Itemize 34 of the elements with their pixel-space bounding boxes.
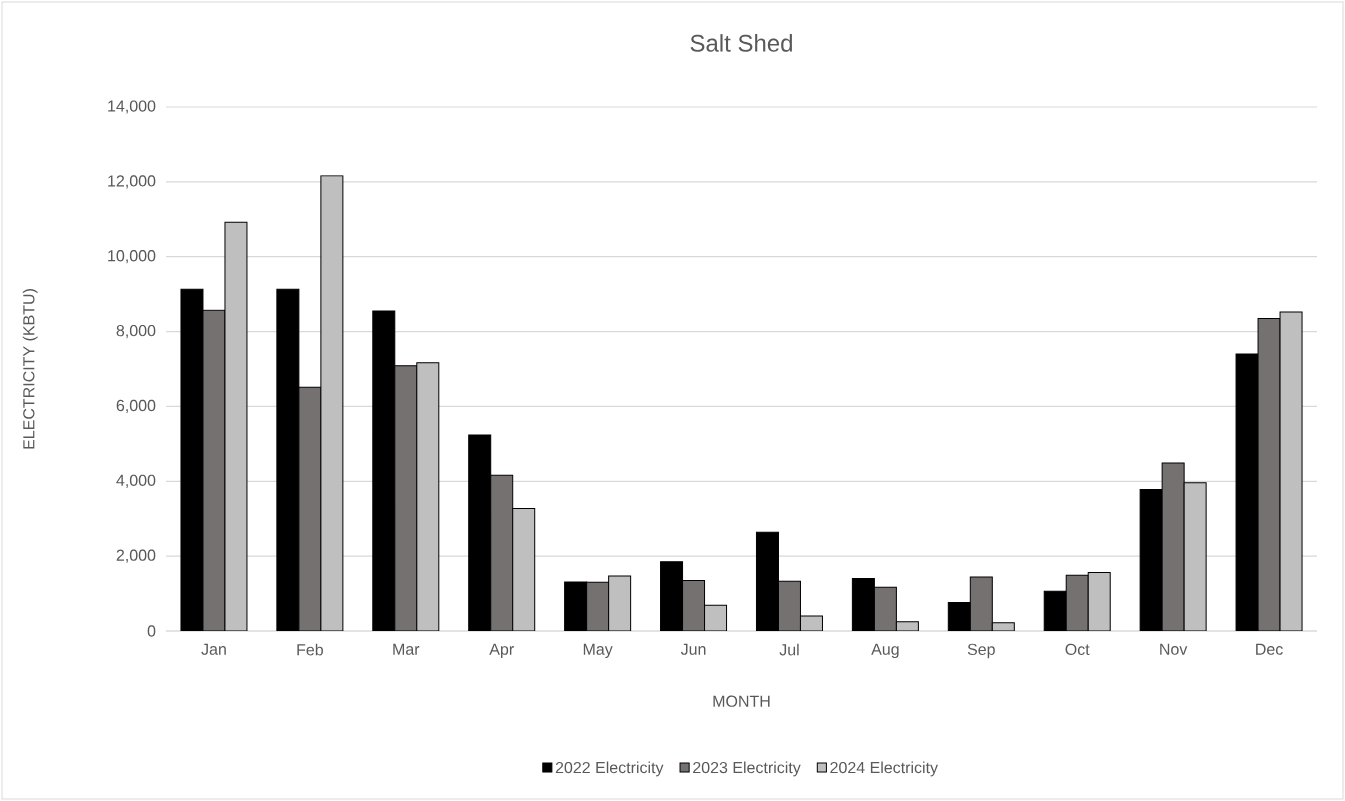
y-tick-label: 6,000 <box>116 399 156 414</box>
y-tick-label: 4,000 <box>116 474 156 488</box>
x-tick-label: Jun <box>680 643 706 655</box>
y-tick-label: 12,000 <box>108 175 156 189</box>
x-tick-label: May <box>583 643 613 659</box>
legend-label: 2023 Electricity <box>693 761 801 777</box>
y-tick-label: 2,000 <box>116 549 156 563</box>
x-tick-label: Nov <box>1160 643 1188 655</box>
x-tick-label: Jul <box>779 643 799 656</box>
x-axis-title: MONTH <box>713 695 770 707</box>
x-tick-label: Oct <box>1065 643 1090 656</box>
x-tick-label: Dec <box>1256 643 1283 655</box>
bar <box>224 221 248 631</box>
x-tick-label: Sep <box>967 643 995 659</box>
y-tick-label: 8,000 <box>116 324 156 339</box>
y-tick-label: 0 <box>147 625 156 637</box>
y-tick-label: 10,000 <box>108 250 156 264</box>
x-tick-label: Aug <box>871 643 899 659</box>
x-tick-label: Mar <box>393 643 420 655</box>
bar <box>1087 572 1111 631</box>
y-tick-label: 14,000 <box>108 100 156 114</box>
y-axis-title: ELECTRICITY (KBTU) <box>22 289 38 449</box>
bar <box>416 362 440 631</box>
bar <box>1183 482 1207 631</box>
legend-label: 2022 Electricity <box>555 761 664 777</box>
bar <box>1279 311 1303 631</box>
chart-title: Salt Shed <box>690 34 792 52</box>
bar <box>608 575 632 631</box>
x-tick-label: Jan <box>201 643 226 655</box>
legend-label: 2024 Electricity <box>830 761 938 777</box>
bar <box>320 175 344 631</box>
x-tick-label: Apr <box>489 643 514 659</box>
bar <box>512 508 536 631</box>
x-tick-label: Feb <box>297 643 323 656</box>
